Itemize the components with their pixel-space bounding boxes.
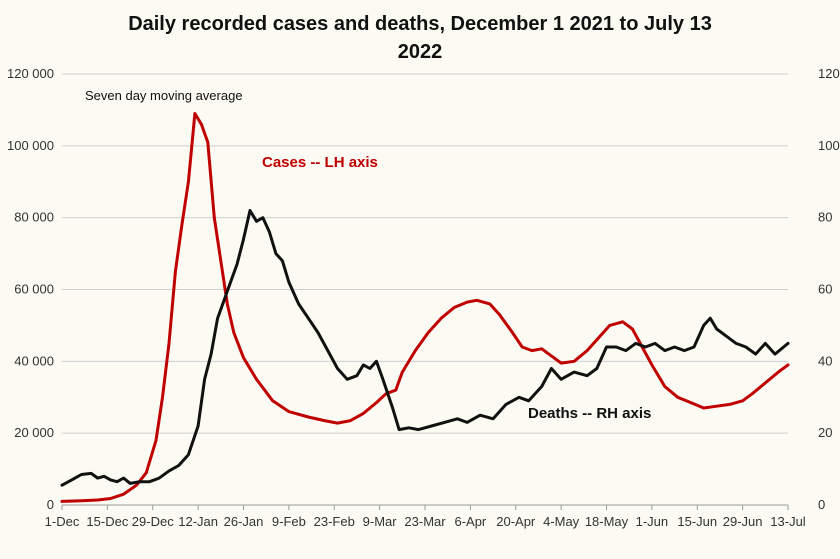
x-tick-label: 6-Apr xyxy=(454,514,486,529)
left-tick-label: 100 000 xyxy=(7,138,54,153)
x-tick-label: 9-Feb xyxy=(272,514,306,529)
x-tick-label: 15-Dec xyxy=(86,514,128,529)
right-tick-label: 0 xyxy=(818,497,825,512)
right-tick-label: 100 xyxy=(818,138,840,153)
x-tick-label: 23-Mar xyxy=(404,514,446,529)
x-tick-label: 13-Jul xyxy=(770,514,806,529)
gridlines xyxy=(62,73,788,434)
chart-title-line-1: Daily recorded cases and deaths, Decembe… xyxy=(128,13,712,35)
chart-title-line-2: 2022 xyxy=(398,41,443,63)
x-tick-label: 1-Jun xyxy=(636,514,669,529)
series-layer xyxy=(60,112,790,503)
x-tick-label: 1-Dec xyxy=(45,514,80,529)
x-tick-label: 26-Jan xyxy=(224,514,264,529)
right-tick-label: 40 xyxy=(818,353,832,368)
x-axis-ticks: 1-Dec 15-Dec 29-Dec 12-Jan 26-Jan 9-Feb 23-Feb… xyxy=(45,505,806,529)
x-tick-label: 20-Apr xyxy=(496,514,536,529)
cases-line xyxy=(60,112,790,503)
left-tick-label: 0 xyxy=(47,497,54,512)
x-tick-label: 15-Jun xyxy=(677,514,717,529)
x-tick-label: 18-May xyxy=(585,514,629,529)
x-tick-label: 29-Dec xyxy=(132,514,174,529)
x-tick-label: 4-May xyxy=(543,514,580,529)
right-axis-ticks: 0 20 40 60 80 100 120 xyxy=(818,66,840,512)
right-tick-label: 60 xyxy=(818,282,832,297)
left-tick-label: 60 000 xyxy=(14,282,54,297)
annotation-moving-average: Seven day moving average xyxy=(85,88,243,103)
x-tick-label: 29-Jun xyxy=(723,514,763,529)
left-tick-label: 40 000 xyxy=(14,353,54,368)
deaths-series-label: Deaths -- RH axis xyxy=(528,405,651,422)
left-axis-ticks: 0 20 000 40 000 60 000 80 000 100 000 120 000 xyxy=(7,66,54,512)
left-tick-label: 80 000 xyxy=(14,210,54,225)
x-tick-label: 12-Jan xyxy=(178,514,218,529)
x-tick-label: 9-Mar xyxy=(363,514,398,529)
right-tick-label: 120 xyxy=(818,66,840,81)
left-tick-label: 20 000 xyxy=(14,425,54,440)
x-tick-label: 23-Feb xyxy=(314,514,355,529)
left-tick-label: 120 000 xyxy=(7,66,54,81)
deaths-line xyxy=(60,209,790,487)
right-tick-label: 80 xyxy=(818,210,832,225)
right-tick-label: 20 xyxy=(818,425,832,440)
cases-series-label: Cases -- LH axis xyxy=(262,154,378,171)
